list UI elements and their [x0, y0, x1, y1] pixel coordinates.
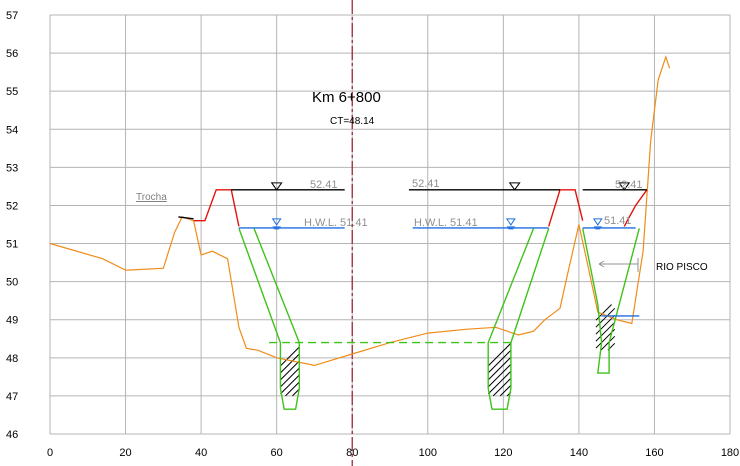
- level-left-label: 52.41: [310, 179, 338, 191]
- x-tick-label: 120: [494, 447, 512, 459]
- x-tick-label: 140: [570, 447, 588, 459]
- y-tick-label: 47: [6, 391, 18, 403]
- hatch-line: [487, 349, 512, 374]
- hatch-line: [280, 346, 300, 367]
- x-tick-label: 160: [645, 447, 663, 459]
- hwl-left-label: H.W.L. 51.41: [304, 217, 368, 229]
- x-tick-label: 0: [47, 447, 53, 459]
- trocha-label: Trocha: [136, 192, 167, 203]
- hwl-right-label: 51.41: [604, 215, 632, 227]
- series-levee-mid: [548, 189, 584, 227]
- hatch-line: [280, 353, 300, 374]
- water-level-marker: [505, 218, 516, 230]
- series-terrain: [49, 54, 671, 367]
- y-tick-label: 50: [6, 277, 18, 289]
- y-tick-label: 53: [6, 162, 18, 174]
- level-marker: [270, 182, 283, 191]
- hatch-line: [280, 360, 300, 381]
- y-tick-label: 52: [6, 200, 18, 212]
- hatch-line: [600, 335, 616, 351]
- level-mid-label: 52.41: [412, 178, 440, 190]
- x-tick-label: 100: [419, 447, 437, 459]
- hatch-line: [487, 356, 512, 381]
- chart-title: Km 6+800: [312, 89, 381, 106]
- x-tick-label: 80: [346, 447, 358, 459]
- hatch-line: [487, 370, 512, 395]
- tick-labels: 0 20 40 60 80 100 120 140 160 180 46 47 48 49 50 51 52 53…: [6, 10, 739, 459]
- river-label: RIO PISCO: [656, 262, 708, 273]
- series-levee-left: [193, 189, 240, 227]
- water-level-marker: [271, 218, 282, 230]
- y-tick-label: 48: [6, 353, 18, 365]
- hatch-line: [487, 363, 512, 388]
- chart-subtitle: CT=48.14: [330, 116, 375, 127]
- hatch-line: [280, 374, 300, 395]
- hwl-mid-label: H.W.L. 51.41: [414, 217, 478, 229]
- series-trocha: [178, 216, 194, 220]
- x-tick-label: 20: [119, 447, 131, 459]
- level-marker: [618, 182, 631, 191]
- y-tick-label: 54: [6, 124, 18, 136]
- hatch-line: [285, 381, 300, 397]
- y-tick-label: 55: [6, 86, 18, 98]
- x-tick-label: 60: [271, 447, 283, 459]
- hatch-line: [595, 321, 616, 342]
- y-tick-label: 51: [6, 239, 18, 251]
- y-tick-label: 56: [6, 48, 18, 60]
- series-lines: [49, 54, 671, 410]
- y-tick-label: 49: [6, 315, 18, 327]
- water-symbols: [270, 182, 631, 230]
- grid: [49, 0, 731, 466]
- hatch-marks: [280, 304, 616, 397]
- level-right-label: 52.41: [615, 179, 643, 191]
- hatch-line: [595, 314, 616, 335]
- hatch-line: [292, 388, 300, 397]
- river-arrow: [598, 258, 639, 272]
- x-tick-label: 180: [721, 447, 739, 459]
- series-excavation-mid: [487, 228, 550, 410]
- x-tick-label: 40: [195, 447, 207, 459]
- y-tick-label: 57: [6, 10, 18, 22]
- series-excavation-right: [582, 228, 640, 374]
- hatch-line: [499, 384, 512, 397]
- level-marker: [508, 182, 521, 191]
- hatch-line: [487, 342, 512, 367]
- series-excavation-left: [238, 228, 300, 410]
- hatch-line: [492, 377, 512, 397]
- hatch-line: [595, 307, 616, 328]
- hatch-line: [280, 367, 300, 388]
- water-level-marker: [592, 218, 603, 230]
- y-tick-label: 46: [6, 429, 18, 441]
- series-levee-right: [623, 189, 648, 227]
